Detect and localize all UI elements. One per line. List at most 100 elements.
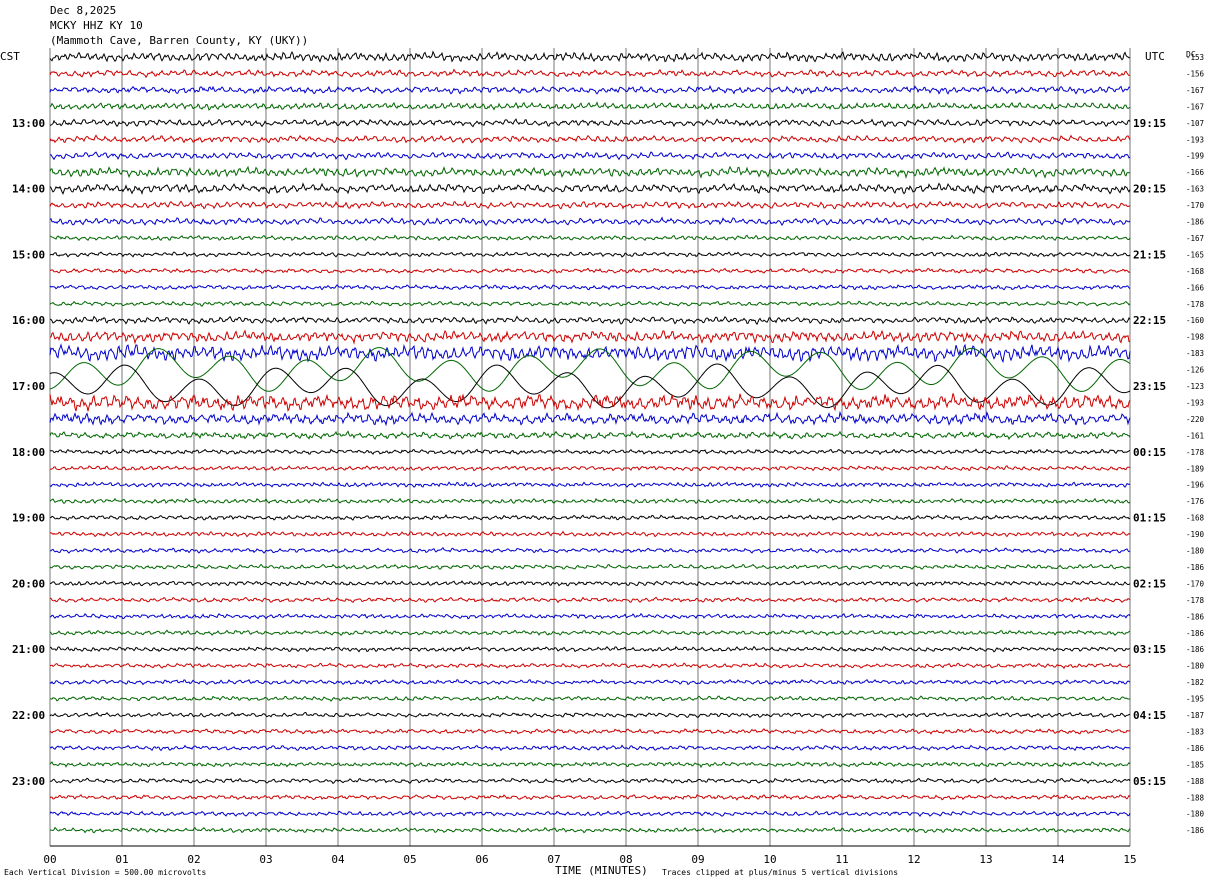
dc-offset-value: -166: [1186, 168, 1205, 177]
dc-offset-value: -176: [1186, 497, 1205, 506]
seismic-trace: [49, 393, 1131, 412]
x-tick-label: 11: [835, 853, 848, 866]
seismic-trace: [49, 563, 1131, 571]
seismic-trace: [49, 629, 1131, 637]
dc-offset-value: -163: [1186, 185, 1204, 194]
seismic-trace: [50, 465, 1131, 472]
seismic-trace: [49, 343, 1131, 364]
right-timezone-label: UTC: [1145, 50, 1165, 63]
left-timezone-label: CST: [0, 50, 20, 63]
x-tick-label: 09: [691, 853, 704, 866]
left-hour-label: 13:00: [12, 117, 45, 130]
dc-offset-value: -188: [1186, 777, 1205, 786]
time-gridlines: [49, 48, 1131, 847]
seismic-trace: [49, 85, 1131, 95]
seismic-trace: [49, 761, 1131, 769]
left-hour-label: 15:00: [12, 248, 45, 261]
right-hour-label: 03:15: [1133, 643, 1166, 656]
dc-offset-value: -186: [1186, 218, 1205, 227]
seismic-trace: [49, 794, 1131, 801]
dc-offset-value: -160: [1186, 316, 1205, 325]
x-tick-label: 00: [43, 853, 56, 866]
seismic-trace: [49, 134, 1131, 144]
dc-offset-value: -186: [1186, 629, 1205, 638]
seismic-trace: [49, 810, 1131, 817]
seismic-trace: [49, 612, 1131, 620]
dc-offset-value: -178: [1186, 300, 1205, 309]
seismic-trace: [49, 448, 1131, 456]
left-hour-label: 19:00: [12, 512, 45, 525]
left-hour-label: 23:00: [12, 775, 45, 788]
dc-offset-value: -168: [1186, 267, 1205, 276]
seismic-trace: [49, 481, 1131, 488]
x-tick-label: 01: [115, 853, 128, 866]
station-location: (Mammoth Cave, Barren County, KY (UKY)): [50, 34, 309, 47]
right-hour-label: 00:15: [1133, 446, 1166, 459]
seismic-trace: [49, 744, 1130, 752]
seismic-trace: [49, 50, 1130, 63]
x-tick-label: 08: [619, 853, 632, 866]
dc-offset-value: -165: [1186, 250, 1204, 259]
seismic-trace: [49, 182, 1131, 196]
x-tick-label: 04: [331, 853, 345, 866]
seismic-trace: [49, 101, 1131, 111]
seismic-trace: [49, 347, 1131, 392]
x-tick-label: 10: [763, 853, 776, 866]
x-tick-label: 07: [547, 853, 560, 866]
left-hour-label: 21:00: [12, 643, 45, 656]
seismic-trace: [49, 300, 1131, 307]
dc-offset-value: -189: [1186, 464, 1204, 473]
dc-offset-value: -180: [1186, 547, 1205, 556]
plot-date: Dec 8,2025: [50, 4, 117, 17]
seismic-trace: [49, 315, 1131, 326]
dc-offset-value: -199: [1186, 152, 1204, 161]
seismic-trace: [49, 118, 1131, 128]
left-hour-label: 20:00: [12, 577, 45, 590]
dc-offset-value: -161: [1186, 431, 1204, 440]
right-hour-label: 23:15: [1133, 380, 1166, 393]
left-hour-label: 18:00: [12, 446, 45, 459]
right-hour-label: 19:15: [1133, 117, 1166, 130]
dc-offset-value: -220: [1186, 415, 1205, 424]
seismic-trace: [49, 580, 1131, 587]
dc-offset-value: -166: [1186, 283, 1205, 292]
dc-offset-value: -180: [1186, 810, 1205, 819]
seismic-trace: [49, 151, 1131, 161]
x-tick-label: 06: [475, 853, 488, 866]
seismic-trace: [50, 662, 1131, 670]
dc-offset-value: -170: [1186, 201, 1205, 210]
right-hour-label: 05:15: [1133, 775, 1166, 788]
dc-offset-value: -167: [1186, 102, 1204, 111]
seismic-trace: [49, 216, 1131, 227]
dc-offset-value: -185: [1186, 760, 1204, 769]
right-hour-label: 04:15: [1133, 709, 1166, 722]
seismic-trace: [50, 695, 1131, 702]
left-hour-label: 17:00: [12, 380, 45, 393]
seismic-trace: [49, 410, 1131, 427]
seismic-trace: [49, 530, 1131, 538]
seismic-trace: [49, 497, 1131, 505]
x-tick-label: 14: [1051, 853, 1065, 866]
dc-offset-value: -156: [1186, 69, 1205, 78]
right-hour-label: 20:15: [1133, 183, 1166, 196]
dc-offset-value: -187: [1186, 711, 1204, 720]
seismic-trace: [49, 284, 1131, 291]
seismic-trace: [49, 547, 1131, 554]
x-axis-title: TIME (MINUTES): [555, 864, 648, 877]
dc-offset-value: -182: [1186, 678, 1204, 687]
right-hour-label: 01:15: [1133, 512, 1166, 525]
axis-labels: 00 01 02 03 04 05 06 07 08 09 10 11 12 13 14 15 -153 -156…: [12, 53, 1205, 866]
clip-note: Traces clipped at plus/minus 5 vertical …: [662, 868, 899, 877]
seismic-trace: [49, 777, 1131, 785]
dc-offset-value: -170: [1186, 579, 1205, 588]
scale-note: Each Vertical Division = 500.00 microvol…: [4, 868, 207, 877]
right-hour-label: 21:15: [1133, 248, 1166, 261]
seismic-trace: [49, 251, 1131, 258]
x-tick-label: 03: [259, 853, 272, 866]
seismic-trace: [50, 596, 1131, 604]
dc-offset-value: -123: [1186, 382, 1204, 391]
dc-offset-value: -186: [1186, 612, 1205, 621]
dc-offset-value: -180: [1186, 662, 1205, 671]
seismic-trace: [49, 200, 1131, 210]
